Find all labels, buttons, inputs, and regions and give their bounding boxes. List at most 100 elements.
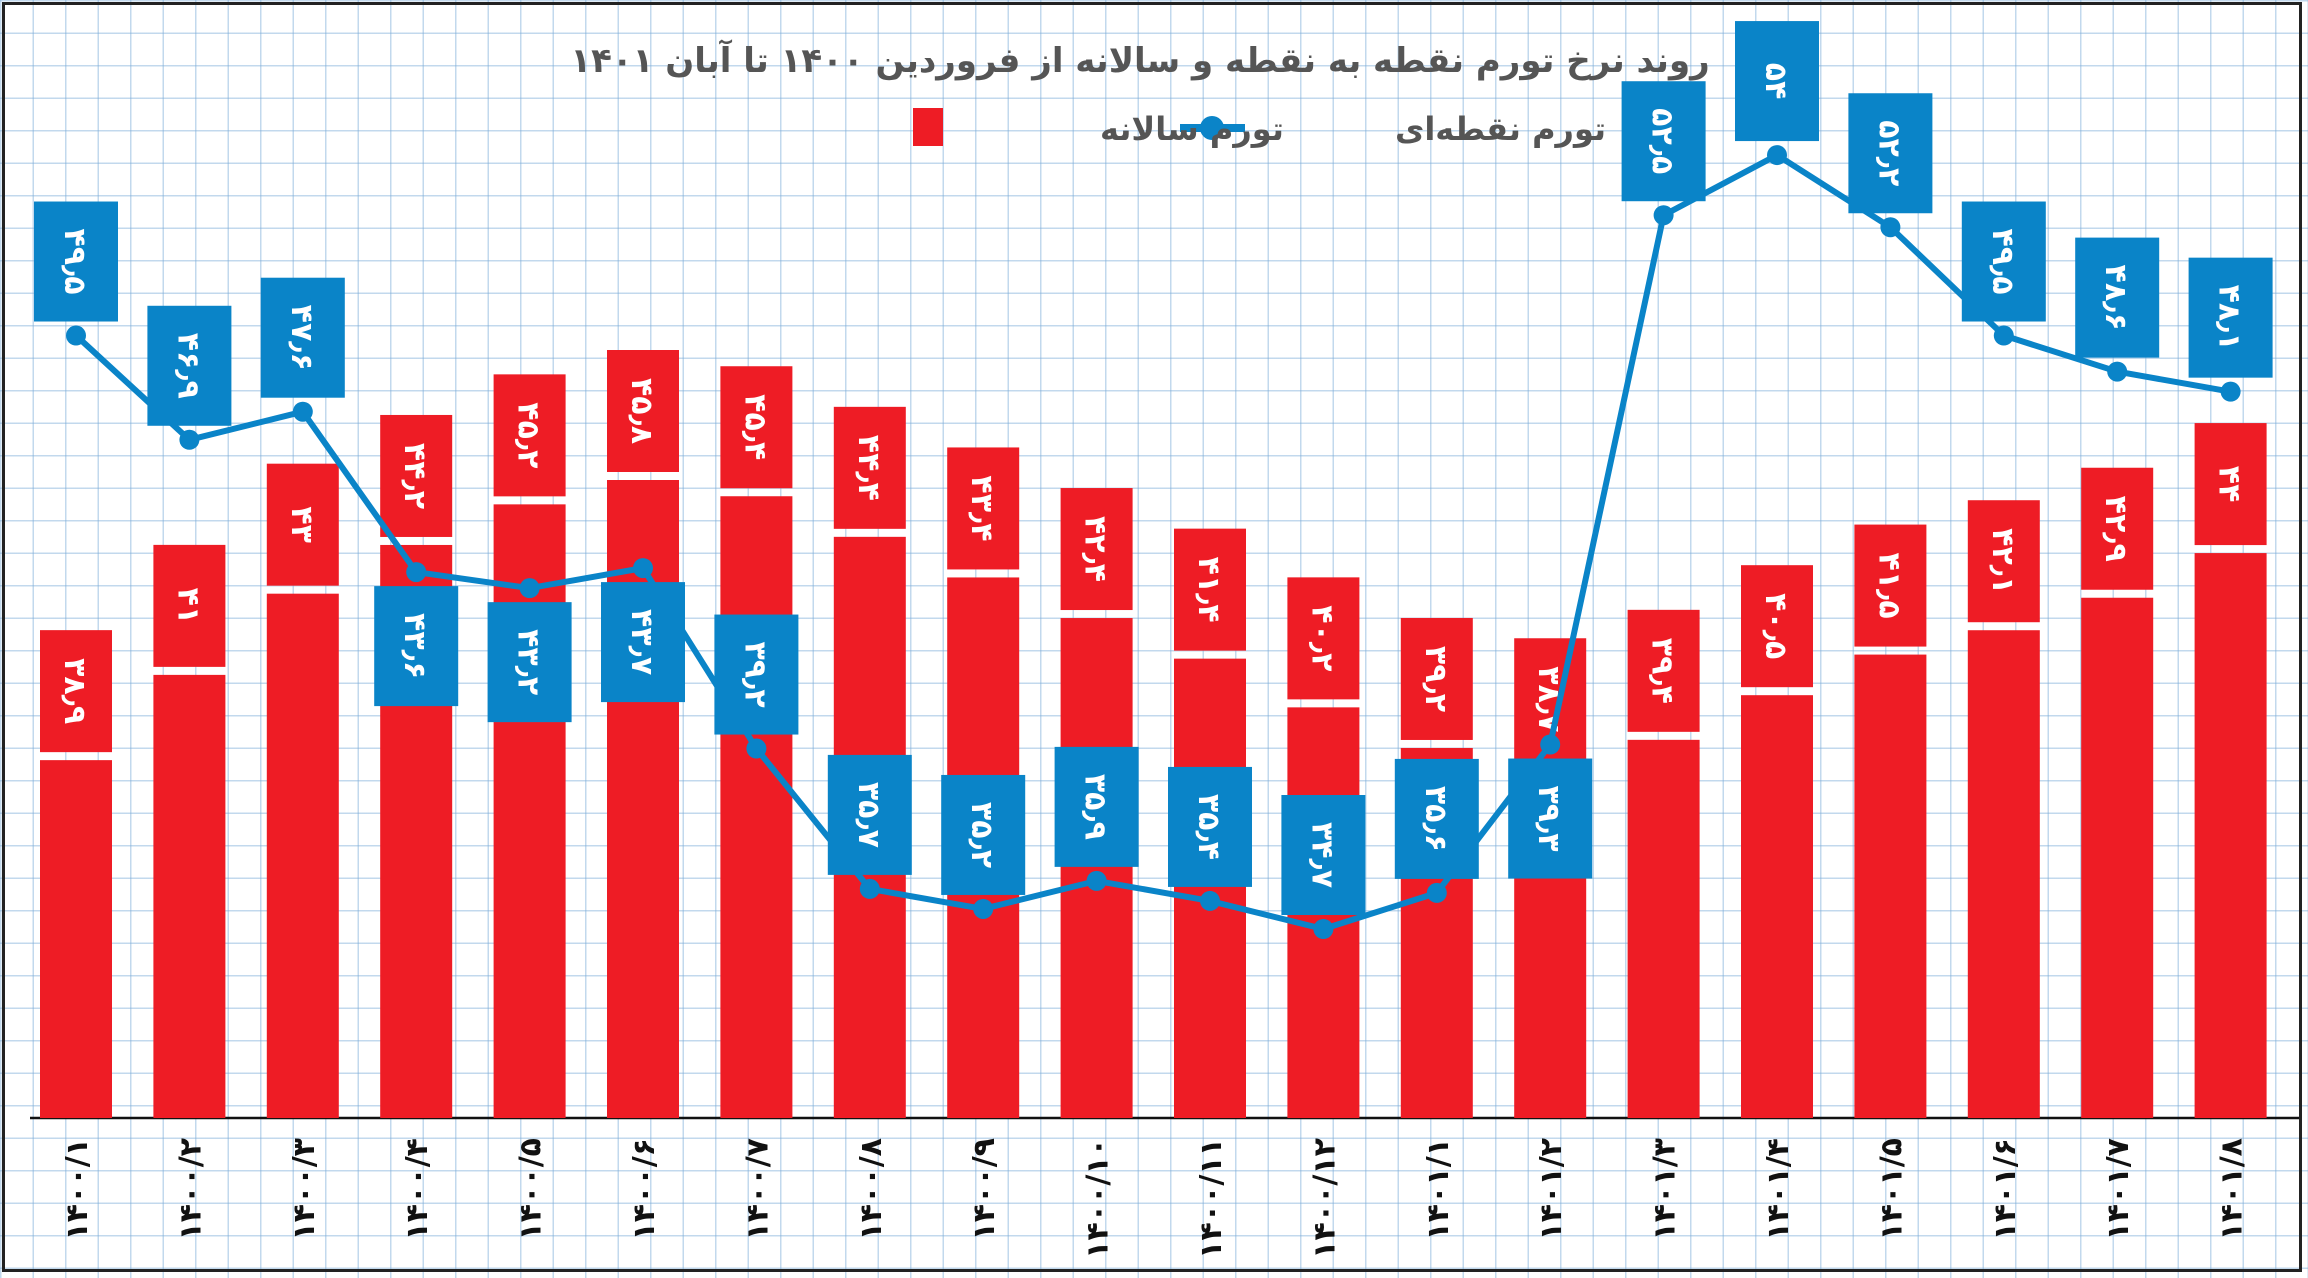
point-inflation-marker	[292, 401, 313, 422]
x-tick-label: ۱۴۰۱/۲	[1534, 1138, 1569, 1241]
legend-label-point: تورم نقطه‌ای	[1395, 110, 1606, 148]
annual-value-label-box	[153, 544, 226, 667]
annual-bar	[720, 496, 793, 1118]
x-tick-label: ۱۴۰۱/۸	[2215, 1138, 2250, 1241]
annual-value-label-box	[2081, 467, 2154, 590]
x-tick-label: ۱۴۰۱/۳	[1648, 1138, 1683, 1241]
point-inflation-marker	[1313, 919, 1334, 939]
point-value-label: ۳۹٫۲	[737, 641, 772, 707]
point-value-label: ۴۷٫۶	[284, 305, 319, 371]
x-tick-label: ۱۴۰۱/۷	[2101, 1138, 2136, 1241]
annual-value-label-box	[1627, 609, 1700, 732]
annual-bar	[153, 674, 226, 1118]
point-value-label-box	[1168, 766, 1252, 887]
annual-value-label: ۴۳٫۴	[964, 475, 999, 541]
annual-value-label: ۴۴	[2212, 466, 2247, 503]
point-value-label: ۳۴٫۷	[1304, 822, 1339, 888]
point-inflation-marker	[633, 558, 653, 579]
point-value-label-box	[941, 774, 1026, 895]
annual-value-label-box	[266, 463, 339, 586]
point-value-label-box	[2075, 237, 2160, 358]
point-value-label: ۳۵٫۶	[1418, 786, 1453, 852]
annual-value-label: ۴۲٫۹	[2098, 496, 2133, 562]
x-tick-label: ۱۴۰۰/۵	[514, 1138, 549, 1241]
chart-title: روند نرخ تورم نقطه به نقطه و سالانه از ف…	[570, 39, 1709, 81]
point-inflation-marker	[66, 325, 86, 346]
annual-value-label: ۴۴٫۴	[851, 435, 886, 501]
point-value-label: ۴۳٫۲	[511, 629, 546, 695]
annual-value-label: ۴۴٫۲	[397, 443, 432, 509]
point-inflation-marker	[1426, 882, 1447, 903]
point-inflation-marker	[2220, 381, 2241, 402]
point-inflation-marker	[406, 562, 427, 583]
annual-value-label-box	[1400, 617, 1473, 740]
point-value-label-box	[1394, 758, 1479, 879]
point-value-label-box	[1961, 201, 2046, 322]
point-inflation-marker	[859, 878, 880, 899]
x-tick-label: ۱۴۰۰/۴	[400, 1138, 435, 1241]
annual-value-label-box	[380, 414, 453, 537]
annual-value-label: ۴۱٫۴	[1191, 557, 1226, 623]
annual-value-label: ۴۳	[284, 506, 319, 543]
point-value-label-box	[1848, 93, 1933, 214]
point-value-label-box	[1735, 21, 1819, 142]
point-inflation-marker	[973, 898, 994, 919]
annual-bar	[2194, 553, 2267, 1118]
point-value-label: ۳۵٫۹	[1078, 774, 1113, 840]
point-value-label: ۳۹٫۳	[1531, 785, 1566, 851]
annual-bar	[266, 593, 339, 1118]
annual-bar	[1627, 739, 1700, 1118]
point-value-label: ۴۳٫۷	[624, 609, 659, 675]
point-value-label-box	[1508, 758, 1593, 879]
annual-value-label: ۳۹٫۲	[1418, 646, 1453, 712]
point-inflation-marker	[1200, 890, 1220, 911]
point-inflation-line	[73, 151, 2232, 933]
point-value-label: ۳۵٫۲	[964, 802, 999, 868]
point-value-label: ۴۳٫۶	[397, 613, 432, 679]
x-tick-label: ۱۴۰۰/۱۲	[1307, 1138, 1342, 1259]
annual-value-label: ۴۵٫۲	[511, 402, 546, 468]
annual-value-label-box	[40, 630, 112, 753]
annual-bar	[1060, 618, 1133, 1118]
point-value-label: ۴۹٫۵	[1985, 228, 2020, 294]
x-tick-label: ۱۴۰۰/۳	[287, 1138, 322, 1241]
point-value-label: ۳۵٫۴	[1191, 794, 1226, 860]
point-value-label-box	[34, 201, 118, 322]
point-value-label: ۵۲٫۵	[1645, 108, 1680, 174]
point-inflation-marker	[1993, 325, 2014, 346]
annual-value-label-box	[493, 374, 566, 497]
legend: تورم نقطه‌ای تورم سالانه	[913, 108, 1606, 148]
point-value-label: ۵۴	[1758, 63, 1793, 100]
annual-value-label: ۴۱٫۵	[1871, 553, 1906, 619]
annual-value-label: ۴۱	[170, 588, 205, 625]
annual-value-label-box	[1967, 500, 2040, 623]
x-tick-label: ۱۴۰۱/۱	[1421, 1138, 1456, 1241]
point-value-label-box	[601, 582, 685, 703]
legend-label-annual: تورم سالانه	[1100, 110, 1284, 148]
annual-value-label: ۴۲٫۱	[1985, 528, 2020, 594]
point-value-label: ۴۸٫۱	[2212, 285, 2247, 351]
annual-value-label-box	[720, 366, 793, 489]
annual-value-label: ۴۵٫۸	[624, 378, 659, 444]
point-value-label-box	[147, 305, 232, 426]
annual-value-label-box	[1174, 528, 1246, 651]
x-tick-label: ۱۴۰۰/۱۰	[1081, 1138, 1116, 1259]
annual-value-label-box	[1287, 577, 1360, 700]
annual-value-label: ۴۵٫۴	[737, 394, 772, 460]
annual-value-label: ۴۰٫۲	[1304, 605, 1339, 671]
annual-value-label-box	[947, 447, 1020, 570]
annual-bar	[1967, 630, 2040, 1118]
annual-bar	[2081, 597, 2154, 1118]
annual-value-label-box	[1060, 488, 1133, 611]
annual-value-label: ۴۲٫۴	[1078, 516, 1113, 582]
annual-value-label-box	[2194, 423, 2267, 546]
point-value-label-box	[714, 614, 799, 735]
point-value-label-box	[1621, 81, 1706, 202]
point-value-label-box	[1281, 795, 1366, 915]
point-value-label: ۳۵٫۷	[851, 782, 886, 848]
annual-value-label: ۳۹٫۴	[1645, 638, 1680, 704]
point-value-label-box	[2188, 257, 2273, 378]
point-value-label: ۵۲٫۲	[1871, 120, 1906, 186]
